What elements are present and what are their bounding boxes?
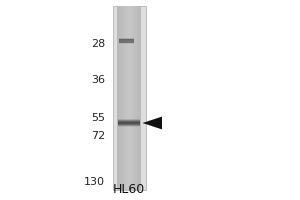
Bar [124,6,125,190]
Bar [119,42,134,43]
Bar [136,6,137,190]
Bar [140,6,141,190]
Bar [132,6,133,190]
Bar [118,121,140,122]
Bar [118,119,140,120]
Text: 28: 28 [91,39,105,49]
Bar [138,6,139,190]
Bar [119,41,134,42]
Bar [118,120,140,121]
Bar [137,6,138,190]
Bar [134,6,135,190]
Bar [119,40,134,41]
Bar [136,6,137,190]
Bar [118,123,140,124]
Bar [119,43,134,44]
Bar [119,6,120,190]
Text: 72: 72 [91,131,105,141]
Text: 55: 55 [91,113,105,123]
Bar [118,125,140,126]
Bar [130,6,131,190]
Bar [125,6,126,190]
Bar [120,6,121,190]
Bar [131,6,132,190]
Bar [121,6,122,190]
Bar [118,122,140,123]
Bar [118,126,140,127]
Polygon shape [142,117,162,129]
Bar [118,6,119,190]
Bar [119,38,134,39]
Text: 130: 130 [84,177,105,187]
Bar [139,6,140,190]
Bar [119,39,134,40]
Bar [135,6,136,190]
Bar [133,6,134,190]
Bar [122,6,123,190]
Bar [123,6,124,190]
Bar [112,6,146,190]
Bar [129,6,130,190]
Text: 36: 36 [91,75,105,85]
Text: HL60: HL60 [113,183,145,196]
Bar [126,6,127,190]
Bar [118,124,140,125]
Bar [128,6,129,190]
Bar [117,6,118,190]
